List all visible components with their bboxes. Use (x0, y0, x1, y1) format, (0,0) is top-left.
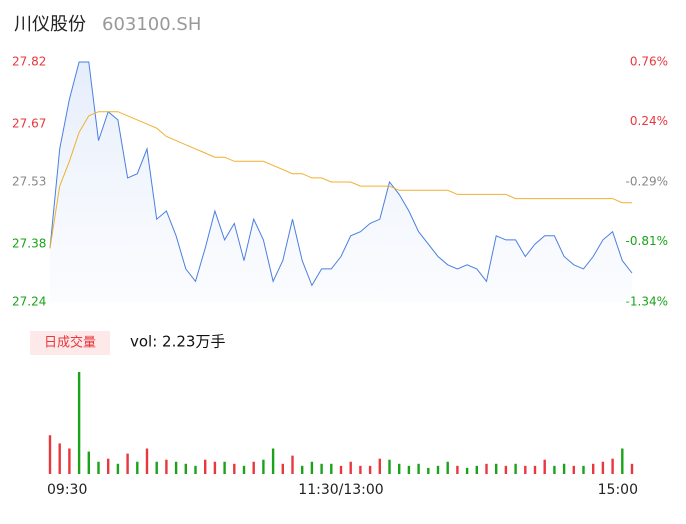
volume-bar (456, 465, 459, 474)
volume-bar (116, 463, 120, 474)
volume-bar (485, 463, 488, 474)
volume-bar (359, 465, 362, 474)
y2-tick-label: -0.81% (626, 234, 668, 248)
volume-bar (310, 461, 314, 474)
volume-bar (48, 435, 52, 474)
average-line (49, 111, 632, 249)
volume-bar (349, 461, 352, 474)
volume-bar (572, 465, 575, 474)
volume-bar (126, 453, 129, 474)
volume-bar (291, 455, 294, 474)
y2-tick-label: -1.34% (626, 295, 668, 309)
price-line (49, 61, 633, 287)
volume-bar (465, 467, 469, 474)
volume-bar (543, 459, 546, 474)
volume-bar (630, 463, 634, 474)
volume-total: vol: 2.23万手 (130, 333, 225, 351)
volume-bar (611, 458, 614, 474)
volume-bar (77, 372, 81, 474)
volume-bar (592, 463, 595, 474)
volume-bar (320, 463, 323, 474)
legend-badge (30, 331, 110, 355)
legend-label: 日成交量 (44, 335, 96, 351)
volume-bar (504, 465, 508, 474)
volume-bar (204, 459, 207, 474)
volume-bar (388, 459, 391, 474)
volume-bar (213, 461, 217, 474)
stock-name: 川仪股份 (14, 14, 86, 35)
y2-tick-label: 0.24% (630, 114, 668, 128)
stock-code: 603100.SH (102, 14, 201, 35)
volume-bar (339, 465, 343, 474)
volume-bar (68, 448, 71, 474)
volume-bar (252, 461, 255, 474)
volume-bar (398, 463, 401, 474)
y-tick-label: 27.38 (12, 237, 46, 251)
volume-bar (184, 463, 187, 474)
y-tick-label: 27.82 (12, 55, 46, 69)
volume-bar (194, 465, 197, 474)
volume-bar (233, 463, 236, 474)
price-area (50, 62, 632, 302)
volume-bar (87, 451, 90, 474)
volume-bar (495, 463, 498, 474)
y-tick-label: 27.24 (12, 295, 46, 309)
volume-bar (330, 463, 333, 474)
volume-bar (242, 465, 246, 474)
volume-bar (417, 463, 420, 474)
volume-bar (475, 465, 478, 474)
volume-bar (281, 463, 284, 474)
volume-bar (165, 459, 168, 474)
y-tick-label: 27.67 (12, 117, 46, 131)
volume-bar (107, 458, 110, 474)
volume-bar (174, 461, 178, 474)
volume-bar (446, 461, 449, 474)
volume-bar (533, 465, 537, 474)
volume-bar (271, 448, 275, 474)
x-tick-label: 09:30 (47, 482, 87, 498)
volume-bar (368, 465, 372, 474)
volume-bar (58, 443, 61, 474)
volume-bar (601, 461, 605, 474)
volume-bar (136, 461, 139, 474)
volume-bar (301, 465, 304, 474)
volume-bar (621, 448, 624, 474)
volume-bar (514, 463, 517, 474)
volume-bar (436, 465, 440, 474)
volume-bar (145, 448, 149, 474)
x-tick-label: 11:30/13:00 (298, 482, 383, 498)
volume-bar (223, 461, 226, 474)
volume-bar (582, 465, 585, 474)
y2-tick-label: -0.29% (626, 175, 668, 189)
volume-bar (378, 458, 381, 474)
volume-bar (524, 465, 527, 474)
volume-bar (407, 465, 411, 474)
volume-bar (155, 461, 158, 474)
x-tick-label: 15:00 (598, 482, 638, 498)
y-tick-label: 27.53 (12, 175, 46, 189)
volume-bar (262, 459, 265, 474)
volume-bar (97, 461, 100, 474)
volume-bar (427, 467, 430, 474)
volume-bar (562, 463, 566, 474)
volume-bar (553, 465, 556, 474)
y2-tick-label: 0.76% (630, 55, 668, 69)
